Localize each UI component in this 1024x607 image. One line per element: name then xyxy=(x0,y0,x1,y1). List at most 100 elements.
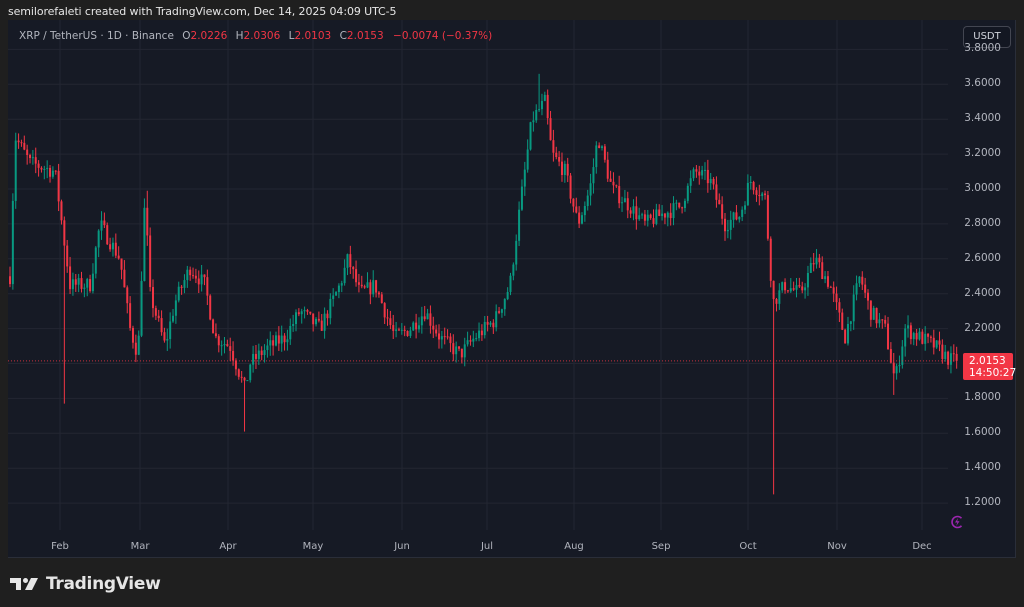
candle-body xyxy=(280,335,283,344)
candle-body xyxy=(400,329,403,331)
candle-body xyxy=(406,330,409,336)
candle-body xyxy=(97,230,100,248)
candle-body xyxy=(26,149,29,155)
candle-body xyxy=(140,281,143,336)
candle-body xyxy=(672,203,675,219)
candle-body xyxy=(532,120,535,123)
candle-body xyxy=(746,182,749,206)
currency-button[interactable]: USDT xyxy=(963,26,1011,48)
last-price-tag: 2.0153 14:50:27 xyxy=(963,353,1017,380)
candle-body xyxy=(257,350,260,359)
candle-body xyxy=(892,362,895,374)
open-label: O xyxy=(182,30,191,42)
candle-body xyxy=(572,198,575,207)
candle-body xyxy=(812,263,815,265)
candle-body xyxy=(692,169,695,179)
candle-body xyxy=(712,178,715,185)
candle-body xyxy=(303,310,306,312)
candle-body xyxy=(955,353,958,361)
candle-body xyxy=(320,320,323,331)
candle-body xyxy=(123,269,126,288)
candle-body xyxy=(54,170,57,172)
candle-body xyxy=(775,299,778,304)
candle-body xyxy=(60,201,63,221)
chart-panel[interactable]: XRP / TetherUS · 1D · Binance O2.0226 H2… xyxy=(8,20,1016,558)
low-value: 2.0103 xyxy=(294,30,332,42)
price-tick-label: 1.8000 xyxy=(964,391,1001,404)
candle-body xyxy=(386,317,389,319)
candle-body xyxy=(357,282,360,285)
candle-body xyxy=(131,327,134,343)
candle-body xyxy=(592,167,595,184)
candle-body xyxy=(269,340,272,346)
candle-body xyxy=(852,294,855,322)
candle-body xyxy=(518,209,521,241)
high-value: 2.0306 xyxy=(243,30,281,42)
candle-body xyxy=(509,275,512,292)
candle-body xyxy=(109,244,112,250)
candle-body xyxy=(560,161,563,175)
candle-body xyxy=(103,220,106,226)
candle-body xyxy=(875,307,878,324)
candle-body xyxy=(57,170,60,202)
candle-body xyxy=(243,377,246,381)
candle-body xyxy=(766,195,769,239)
candle-body xyxy=(944,351,947,359)
candle-body xyxy=(409,330,412,336)
candle-body xyxy=(206,277,209,296)
candle-body xyxy=(792,288,795,290)
bar-countdown: 14:50:27 xyxy=(969,367,1017,379)
candle-body xyxy=(669,212,672,219)
candle-body xyxy=(172,315,175,322)
candle-body xyxy=(706,169,709,184)
candle-body xyxy=(295,312,297,325)
candle-body xyxy=(815,257,818,265)
candle-body xyxy=(612,181,615,186)
tradingview-logo[interactable]: TradingView xyxy=(10,574,161,594)
candle-body xyxy=(772,280,775,300)
price-tick-label: 2.2000 xyxy=(964,321,1001,334)
candle-body xyxy=(761,193,764,197)
candle-body xyxy=(552,140,555,153)
price-tick-label: 3.2000 xyxy=(964,147,1001,160)
price-tick-label: 3.8000 xyxy=(964,42,1001,55)
candle-body xyxy=(166,338,169,341)
candle-body xyxy=(360,284,363,287)
candle-body xyxy=(317,318,320,321)
candle-body xyxy=(855,283,858,295)
candle-body xyxy=(603,146,606,160)
candle-body xyxy=(523,169,526,187)
candle-body xyxy=(160,318,163,333)
time-tick-label: Jul xyxy=(480,541,494,552)
candle-body xyxy=(94,247,97,274)
candle-body xyxy=(443,336,446,338)
symbol-label[interactable]: XRP / TetherUS · 1D · Binance xyxy=(19,30,174,42)
lightning-icon[interactable] xyxy=(950,515,964,529)
candle-body xyxy=(66,245,69,267)
candle-body xyxy=(452,343,455,355)
candle-body xyxy=(829,286,832,288)
candle-body xyxy=(335,292,338,296)
candle-body xyxy=(458,346,461,349)
time-tick-label: Aug xyxy=(564,541,584,552)
candle-body xyxy=(755,190,758,195)
candle-body xyxy=(595,145,598,168)
candle-body xyxy=(232,350,235,361)
candle-body xyxy=(332,295,335,299)
candle-body xyxy=(326,313,329,319)
candlestick-chart[interactable] xyxy=(8,20,1015,557)
candle-body xyxy=(429,313,432,326)
candle-body xyxy=(469,340,472,342)
candle-body xyxy=(526,149,529,170)
candle-body xyxy=(174,300,177,316)
time-tick-label: Oct xyxy=(739,541,757,552)
candle-body xyxy=(120,258,123,270)
candle-body xyxy=(340,283,343,286)
candle-body xyxy=(23,142,26,150)
candle-body xyxy=(683,200,686,209)
candle-body xyxy=(154,308,157,316)
candle-body xyxy=(778,290,781,304)
price-tick-label: 2.6000 xyxy=(964,251,1001,264)
candle-body xyxy=(180,286,183,288)
candle-body xyxy=(643,214,646,221)
